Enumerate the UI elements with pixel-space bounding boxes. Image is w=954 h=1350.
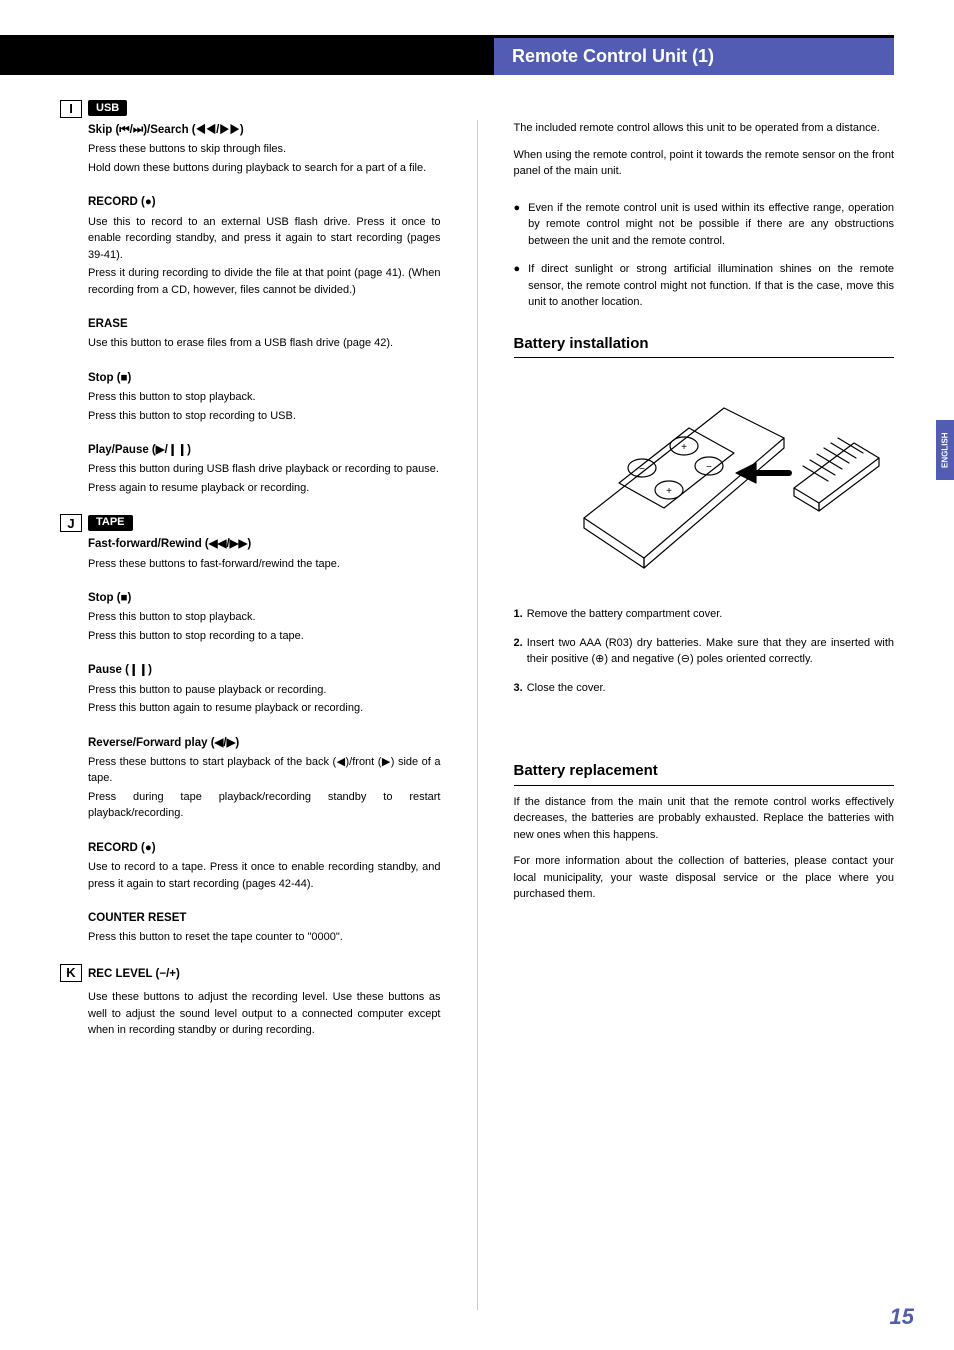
item-title: Stop (■) [88, 590, 441, 607]
section-k-header: K REC LEVEL (−/+) [60, 964, 441, 985]
item-text: Press it during recording to divide the … [88, 265, 441, 298]
section-header: Remote Control Unit (1) [494, 38, 894, 75]
bullet-text: If direct sunlight or strong artificial … [528, 261, 894, 311]
step-text: Close the cover. [527, 680, 606, 697]
step-text: Insert two AAA (R03) dry batteries. Make… [527, 635, 894, 668]
step-number: 3. [514, 680, 523, 697]
bullet-text: Even if the remote control unit is used … [528, 200, 894, 250]
item-text: Press this button to stop recording to U… [88, 408, 441, 425]
item-title: Pause (❙❙) [88, 662, 441, 679]
svg-text:+: + [681, 442, 687, 453]
step-number: 2. [514, 635, 523, 668]
item-text: Press this button to pause playback or r… [88, 682, 441, 699]
item-text: Press again to resume playback or record… [88, 480, 441, 497]
page-number: 15 [890, 1304, 914, 1330]
item-text: Use these buttons to adjust the recordin… [88, 989, 441, 1039]
item-text: Press this button to reset the tape coun… [88, 929, 441, 946]
item-text: Press these buttons to start playback of… [88, 754, 441, 787]
item-title: RECORD (●) [88, 194, 441, 211]
battery-replace-heading: Battery replacement [514, 760, 895, 786]
column-divider [477, 120, 478, 1310]
intro-text: The included remote control allows this … [514, 120, 895, 137]
svg-text:+: + [666, 486, 672, 497]
item-text: Press this button to stop playback. [88, 389, 441, 406]
bullet-item: ● Even if the remote control unit is use… [514, 200, 895, 250]
bullet-icon: ● [514, 261, 521, 311]
intro-text: When using the remote control, point it … [514, 147, 895, 180]
item-text: Hold down these buttons during playback … [88, 160, 441, 177]
item-title: Skip (⏮/⏭)/Search (◀◀/▶▶) [88, 122, 441, 139]
svg-text:−: − [706, 462, 712, 473]
item-title: Play/Pause (▶/❙❙) [88, 442, 441, 459]
item-text: Press during tape playback/recording sta… [88, 789, 441, 822]
battery-install-heading: Battery installation [514, 333, 895, 359]
left-column: I USB Skip (⏮/⏭)/Search (◀◀/▶▶) Press th… [60, 100, 441, 1310]
item-title: COUNTER RESET [88, 910, 441, 927]
tape-badge: TAPE [88, 515, 133, 531]
language-tab: ENGLISH [936, 420, 954, 480]
section-i-header: I USB [60, 100, 441, 118]
item-text: Use this to record to an external USB fl… [88, 214, 441, 264]
section-j-header: J TAPE [60, 514, 441, 532]
battery-diagram: − + + − [524, 368, 884, 588]
replace-text: For more information about the collectio… [514, 853, 895, 903]
bullet-icon: ● [514, 200, 521, 250]
section-letter-j: J [60, 514, 82, 532]
item-title: Stop (■) [88, 370, 441, 387]
install-step: 1. Remove the battery compartment cover. [514, 606, 895, 623]
item-title: Fast-forward/Rewind (◀◀/▶▶) [88, 536, 441, 553]
usb-badge: USB [88, 100, 127, 116]
item-title: ERASE [88, 316, 441, 333]
item-text: Use to record to a tape. Press it once t… [88, 859, 441, 892]
svg-text:−: − [639, 464, 645, 475]
item-text: Press these buttons to fast-forward/rewi… [88, 556, 441, 573]
item-title: RECORD (●) [88, 840, 441, 857]
item-title: Reverse/Forward play (◀/▶) [88, 735, 441, 752]
item-text: Press this button during USB flash drive… [88, 461, 441, 478]
item-text: Press this button to stop playback. [88, 609, 441, 626]
item-text: Press this button again to resume playba… [88, 700, 441, 717]
install-step: 3. Close the cover. [514, 680, 895, 697]
replace-text: If the distance from the main unit that … [514, 794, 895, 844]
item-text: Use this button to erase files from a US… [88, 335, 441, 352]
step-number: 1. [514, 606, 523, 623]
section-letter-i: I [60, 100, 82, 118]
install-step: 2. Insert two AAA (R03) dry batteries. M… [514, 635, 895, 668]
item-text: Press these buttons to skip through file… [88, 141, 441, 158]
rec-level-title: REC LEVEL (−/+) [88, 966, 180, 983]
right-column: The included remote control allows this … [514, 100, 895, 1310]
item-text: Press this button to stop recording to a… [88, 628, 441, 645]
bullet-item: ● If direct sunlight or strong artificia… [514, 261, 895, 311]
step-text: Remove the battery compartment cover. [527, 606, 723, 623]
section-letter-k: K [60, 964, 82, 982]
